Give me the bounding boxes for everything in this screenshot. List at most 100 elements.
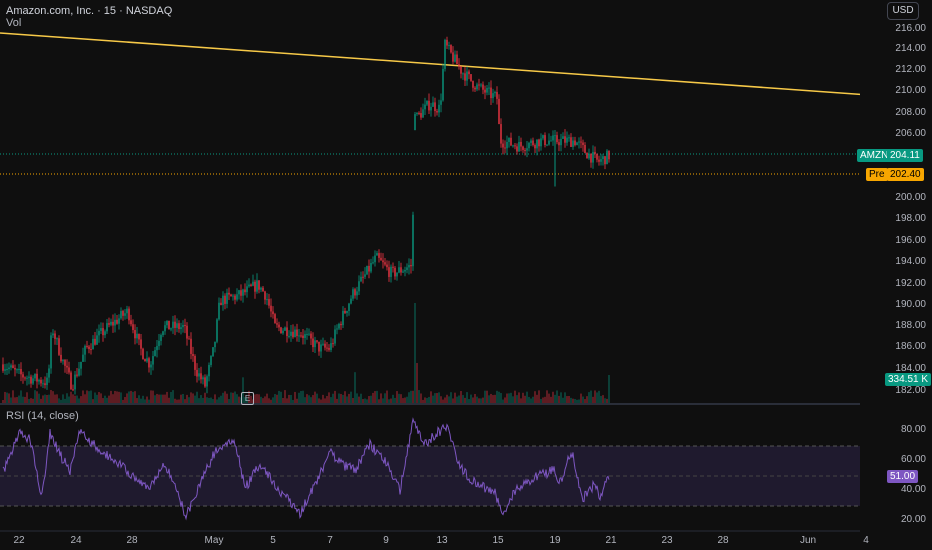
volume-bar — [84, 394, 86, 403]
main-chart-canvas[interactable] — [0, 0, 860, 532]
candle-body — [562, 136, 564, 139]
candle-body — [406, 267, 408, 270]
candle-body — [164, 325, 166, 332]
volume-bar — [108, 395, 110, 403]
candle-body — [318, 341, 320, 352]
candle-body — [236, 294, 238, 300]
volume-bar — [570, 397, 572, 403]
volume-bar — [142, 395, 144, 403]
candle-body — [24, 377, 26, 379]
candle-body — [140, 339, 142, 349]
volume-bar — [418, 390, 420, 403]
volume-bar — [36, 391, 38, 403]
volume-bar — [118, 391, 120, 403]
candle-body — [496, 91, 498, 99]
volume-bar — [350, 391, 352, 403]
candle-body — [478, 84, 480, 86]
volume-bar — [152, 390, 154, 403]
volume-bar — [476, 396, 478, 403]
candle-body — [454, 54, 456, 62]
volume-bar — [278, 390, 280, 403]
volume-bar — [260, 396, 262, 403]
volume-bar — [204, 392, 206, 403]
time-tick-label: 5 — [270, 535, 276, 546]
time-tick-label: 4 — [863, 535, 869, 546]
candle-body — [286, 327, 288, 337]
volume-bar — [322, 394, 324, 403]
volume-bar — [540, 398, 542, 403]
volume-bar — [222, 392, 224, 403]
candle-body — [550, 140, 552, 142]
candle-body — [188, 338, 190, 340]
volume-bar — [150, 390, 152, 403]
candle-body — [492, 93, 494, 99]
volume-bar — [268, 398, 270, 403]
volume-bar — [236, 394, 238, 403]
candle-body — [178, 323, 180, 330]
candle-body — [334, 329, 336, 344]
volume-bar — [594, 390, 596, 403]
candle-body — [326, 347, 328, 349]
volume-bar — [246, 398, 248, 403]
volume-bar — [526, 391, 528, 403]
chart-title: Amazon.com, Inc. · 15 · NASDAQ — [6, 5, 173, 17]
candle-body — [22, 374, 24, 378]
candle-body — [52, 333, 54, 336]
candle-body — [414, 114, 416, 131]
candle-body — [336, 328, 338, 330]
volume-bar — [74, 395, 76, 403]
volume-bar — [234, 391, 236, 403]
price-tick-label: 196.00 — [895, 235, 926, 246]
candle-body — [380, 257, 382, 261]
volume-bar — [70, 391, 72, 403]
volume-bar — [90, 390, 92, 403]
candle-body — [208, 364, 210, 377]
candle-body — [552, 135, 554, 141]
candle-body — [598, 159, 600, 162]
candle-body — [110, 321, 112, 325]
candle-body — [328, 347, 330, 350]
price-axis[interactable]: 216.00 214.00 212.00 210.00 208.00 206.00 200.… — [860, 0, 932, 550]
candle-body — [234, 295, 236, 300]
volume-bar — [546, 390, 548, 403]
rsi-line — [2, 417, 610, 521]
volume-bar — [180, 394, 182, 403]
volume-bar — [358, 396, 360, 403]
volume-bar — [582, 396, 584, 403]
volume-bar — [306, 394, 308, 403]
candle-body — [338, 323, 340, 329]
volume-bar — [608, 375, 610, 403]
time-axis[interactable]: 22 24 28 May 5 7 9 13 15 19 21 23 28 Jun 4 — [0, 532, 868, 550]
volume-bar — [480, 398, 482, 403]
candle-body — [386, 264, 388, 268]
candle-body — [490, 87, 492, 99]
earnings-marker[interactable]: E — [241, 392, 254, 405]
candle-body — [504, 147, 506, 149]
candle-body — [134, 330, 136, 339]
candle-body — [530, 140, 532, 143]
candle-body — [356, 291, 358, 296]
candle-body — [220, 302, 222, 306]
volume-bar — [22, 396, 24, 403]
volume-bar — [472, 397, 474, 403]
volume-bar — [452, 398, 454, 403]
volume-bar — [470, 394, 472, 403]
candle-body — [294, 329, 296, 338]
currency-button[interactable]: USD — [887, 2, 919, 20]
candle-body — [394, 267, 396, 277]
volume-bar — [280, 391, 282, 403]
volume-bar — [422, 399, 424, 403]
candle-body — [74, 374, 76, 390]
candle-body — [58, 338, 60, 355]
candle-body — [330, 343, 332, 350]
volume-bar — [444, 397, 446, 403]
price-tick-label: 212.00 — [895, 64, 926, 75]
candle-body — [534, 145, 536, 149]
volume-bar — [460, 390, 462, 403]
volume-bar — [384, 393, 386, 403]
candle-body — [596, 153, 598, 160]
candle-body — [260, 287, 262, 290]
candle-body — [540, 138, 542, 147]
volume-bar — [562, 397, 564, 403]
candle-body — [462, 73, 464, 75]
